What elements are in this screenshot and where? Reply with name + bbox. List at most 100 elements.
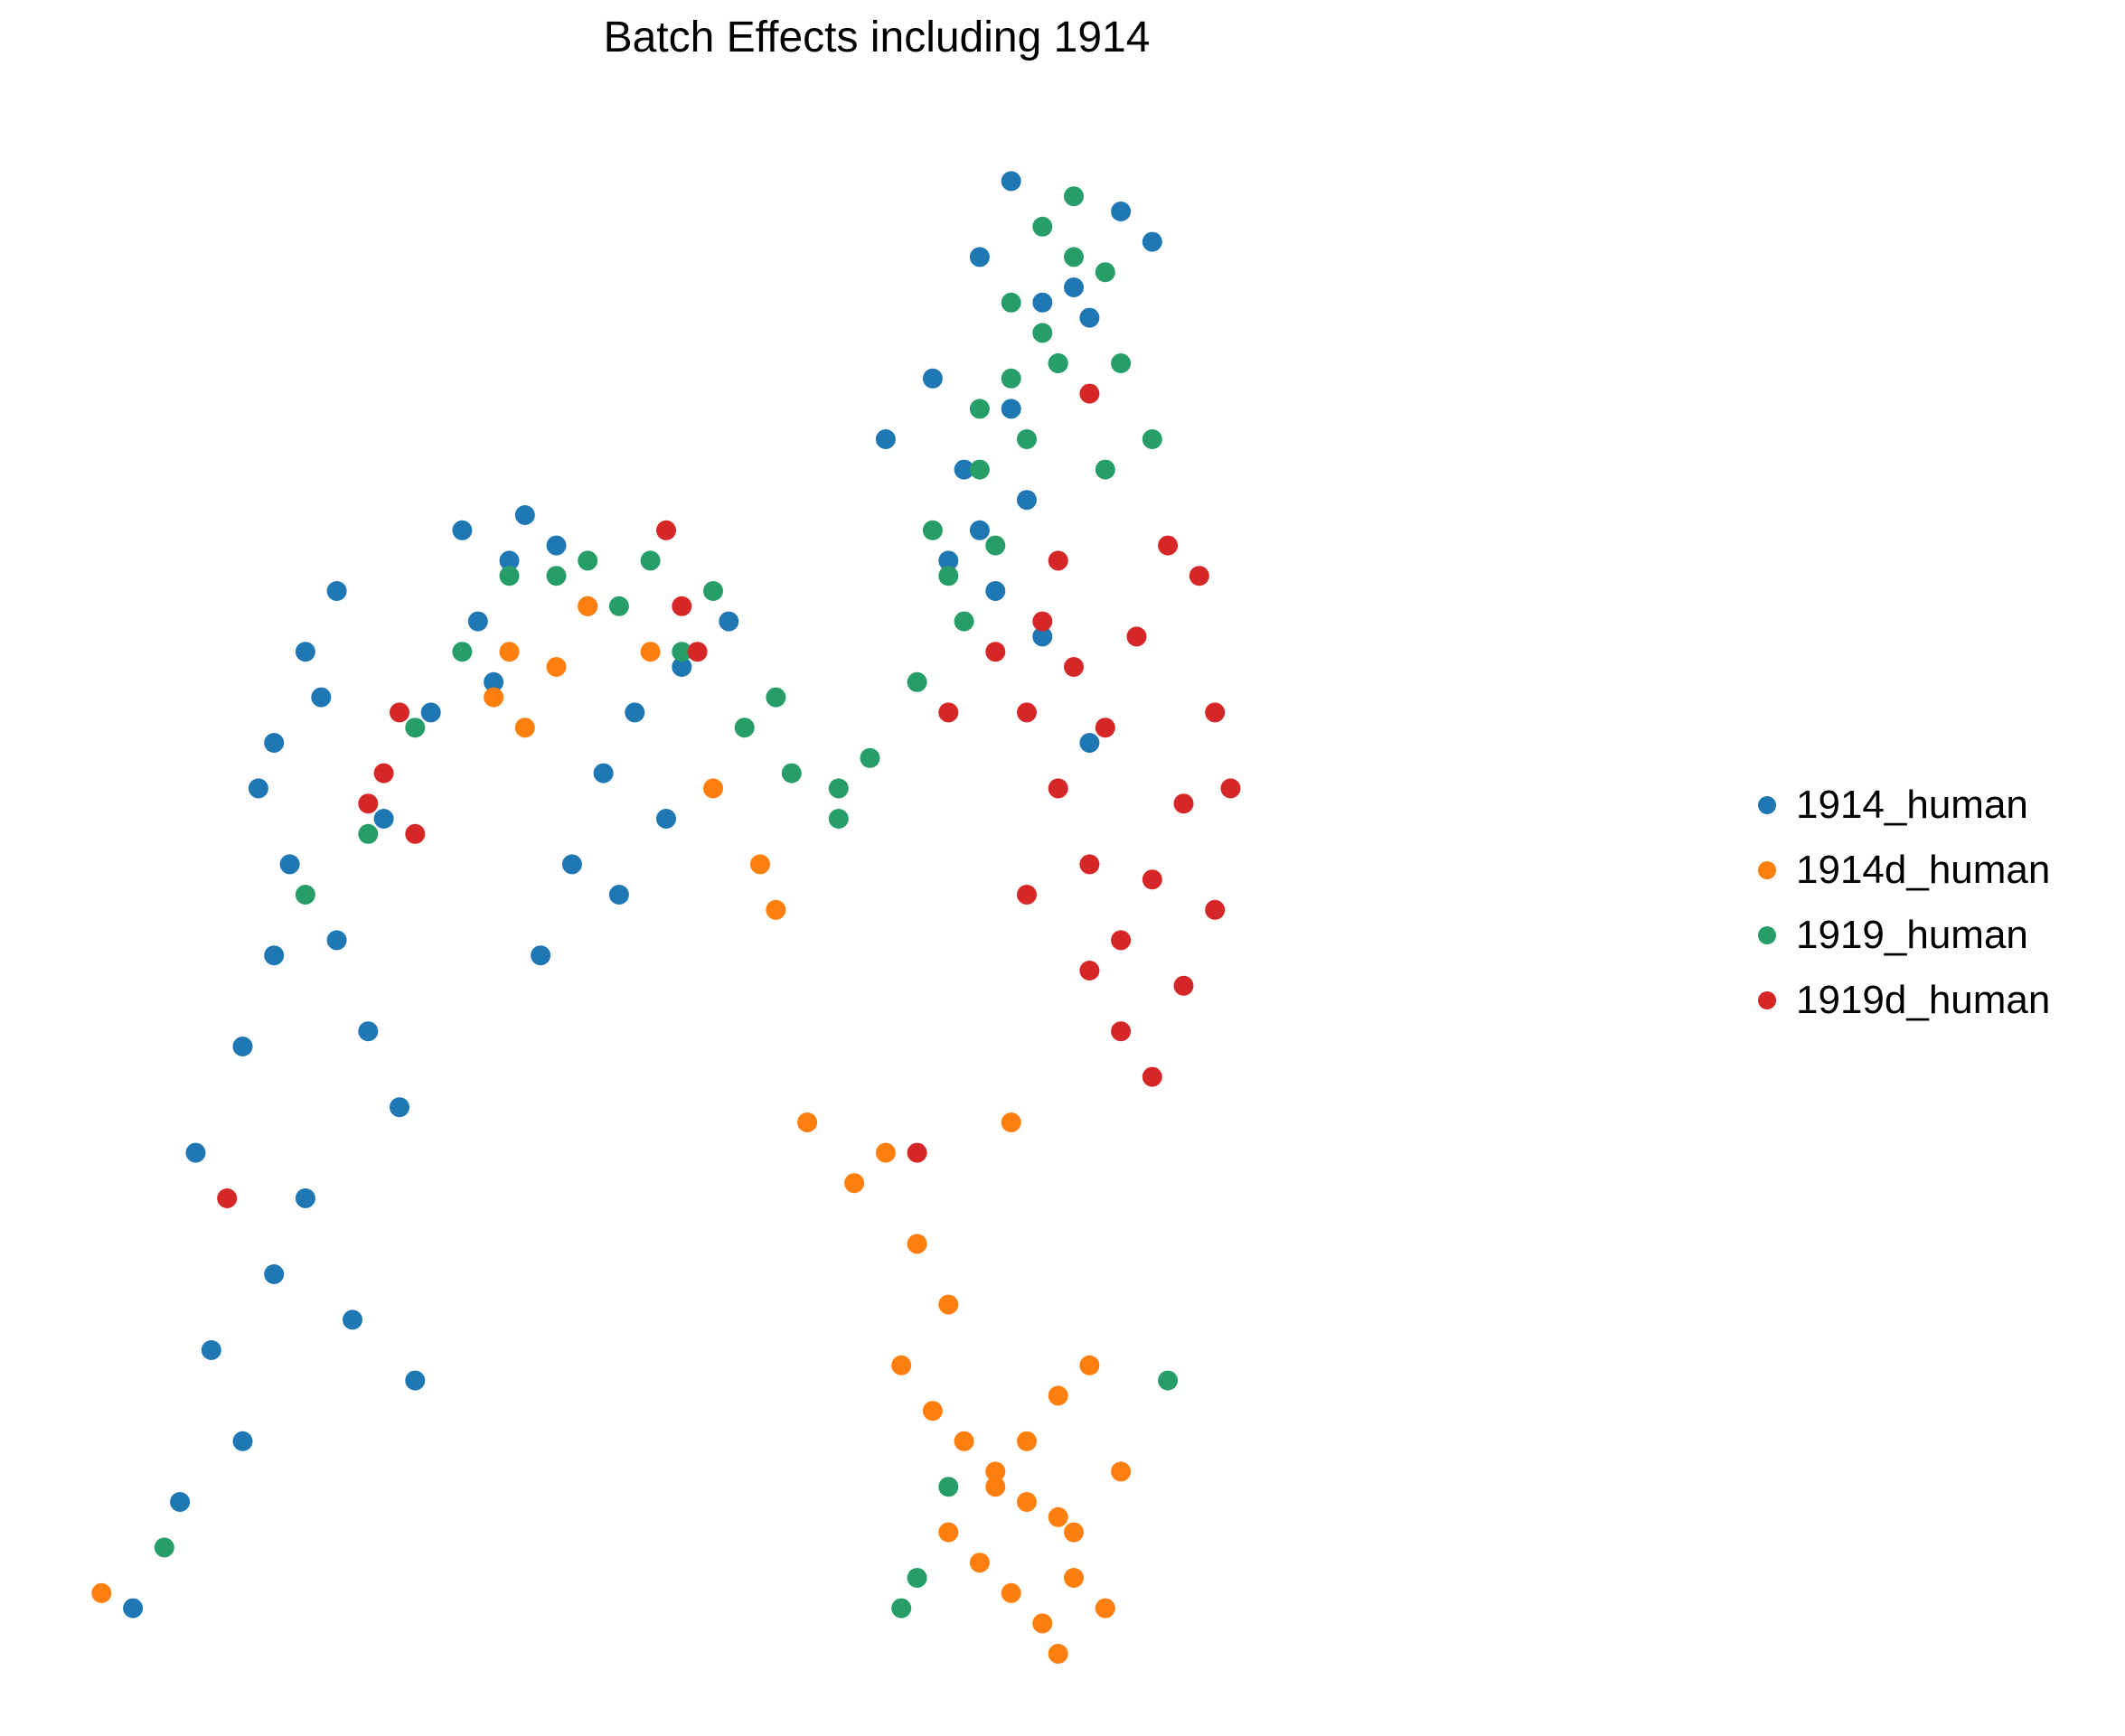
point-1919d_human-3 [405, 823, 426, 844]
point-1919_human-13 [907, 671, 927, 692]
point-1914d_human-20 [1048, 1506, 1068, 1527]
point-1914d_human-8 [750, 854, 770, 875]
point-1914d_human-16 [922, 1401, 943, 1422]
point-1914d_human-31 [1064, 1522, 1084, 1543]
point-1919d_human-15 [1189, 566, 1209, 586]
point-1914d_human-1 [484, 687, 504, 708]
point-1914_human-53 [954, 459, 974, 480]
point-1919d_human-10 [1079, 854, 1100, 875]
legend-label: 1919_human [1796, 913, 2028, 957]
point-1914d_human-25 [938, 1522, 959, 1543]
series-1919_human [154, 186, 1179, 1619]
point-1919d_human-17 [1126, 626, 1147, 647]
point-1914_human-51 [1079, 733, 1100, 753]
point-1919_human-20 [954, 611, 974, 632]
point-1914_human-40 [922, 368, 943, 389]
point-1919d_human-6 [672, 596, 692, 616]
point-1914d_human-5 [578, 596, 598, 616]
point-1919d_human-5 [656, 520, 676, 540]
point-1919d_human-28 [985, 642, 1006, 662]
point-1914d_human-2 [499, 642, 520, 662]
point-1914d_human-14 [938, 1294, 959, 1315]
point-1919d_human-12 [1142, 869, 1162, 890]
point-1919d_human-9 [1048, 778, 1068, 799]
point-1919_human-21 [985, 535, 1006, 556]
series-1914d_human [91, 596, 1132, 1664]
point-1919_human-9 [734, 718, 755, 738]
point-1914_human-22 [467, 611, 488, 632]
point-1914d_human-32 [1095, 1598, 1115, 1619]
legend-swatch [1758, 991, 1776, 1009]
point-1914_human-42 [1079, 307, 1100, 328]
point-1919_human-27 [1032, 216, 1053, 237]
point-1919_human-15 [969, 459, 990, 480]
point-1914_human-2 [232, 1431, 253, 1451]
point-1914_human-20 [326, 581, 347, 601]
point-1919_human-19 [1095, 262, 1115, 283]
series-1914_human [123, 171, 1162, 1619]
point-1919_human-10 [781, 763, 802, 784]
point-1919d_human-16 [1158, 535, 1179, 556]
point-1914d_human-18 [985, 1461, 1006, 1482]
point-1919d_human-2 [390, 702, 409, 723]
point-1914_human-37 [969, 247, 990, 267]
point-1919_human-2 [358, 823, 379, 844]
point-1914_human-54 [938, 550, 959, 571]
point-1919_human-23 [1048, 353, 1068, 373]
point-1919d_human-19 [1064, 657, 1084, 677]
point-1914_human-49 [985, 581, 1006, 601]
point-1919d_human-32 [907, 1142, 927, 1163]
point-1919d_human-25 [1220, 778, 1241, 799]
point-1914_human-3 [201, 1340, 221, 1360]
point-1919d_human-13 [1173, 793, 1194, 814]
point-1919_human-7 [608, 596, 629, 616]
legend-swatch [1758, 926, 1776, 944]
point-1919_human-17 [1032, 323, 1053, 343]
point-1919_human-37 [766, 687, 786, 708]
point-1914_human-11 [326, 930, 347, 951]
point-1914d_human-19 [1017, 1492, 1037, 1512]
point-1919_human-16 [1001, 368, 1021, 389]
point-1919d_human-27 [1017, 885, 1037, 905]
chart-title: Batch Effects including 1914 [603, 14, 1151, 61]
point-1919d_human-1 [373, 763, 394, 784]
point-1914d_human-22 [1001, 1582, 1021, 1603]
point-1914_human-7 [264, 945, 285, 966]
point-1914d_human-3 [546, 657, 567, 677]
point-1919d_human-31 [1079, 383, 1100, 404]
point-1919d_human-24 [1205, 899, 1226, 920]
point-1914_human-47 [1001, 399, 1021, 419]
point-1914d_human-9 [766, 899, 786, 920]
point-1914_human-26 [546, 535, 567, 556]
point-1914_human-25 [514, 505, 535, 525]
point-1914d_human-12 [875, 1142, 896, 1163]
point-1919d_human-21 [1111, 1021, 1132, 1042]
point-1919_human-36 [828, 778, 849, 799]
point-1914d_human-29 [1079, 1355, 1100, 1375]
point-1919_human-28 [1064, 186, 1084, 207]
point-1919d_human-18 [1095, 718, 1115, 738]
point-1914d_human-7 [703, 778, 723, 799]
point-1914_human-34 [625, 702, 645, 723]
point-1919d_human-11 [1111, 930, 1132, 951]
point-1919d_human-14 [1205, 702, 1226, 723]
point-1919_human-32 [1158, 1370, 1179, 1391]
point-1914_human-30 [561, 854, 582, 875]
point-1914d_human-33 [1048, 1644, 1068, 1664]
point-1914d_human-0 [91, 1582, 112, 1603]
point-1919d_human-22 [1142, 1066, 1162, 1087]
point-1914d_human-21 [969, 1553, 990, 1573]
point-1914_human-52 [969, 520, 990, 540]
point-1914_human-33 [656, 809, 676, 829]
point-1919_human-0 [154, 1537, 174, 1558]
point-1919d_human-4 [358, 793, 379, 814]
legend-item-1914_human: 1914_human [1758, 773, 2050, 838]
scatter-plot [91, 171, 1241, 1664]
point-1919_human-3 [405, 718, 426, 738]
point-1914_human-43 [1142, 231, 1162, 252]
point-1919_human-14 [938, 566, 959, 586]
legend-swatch [1758, 796, 1776, 814]
point-1914_human-6 [232, 1037, 253, 1056]
point-1919_human-38 [703, 581, 723, 601]
point-1914_human-0 [123, 1598, 144, 1619]
